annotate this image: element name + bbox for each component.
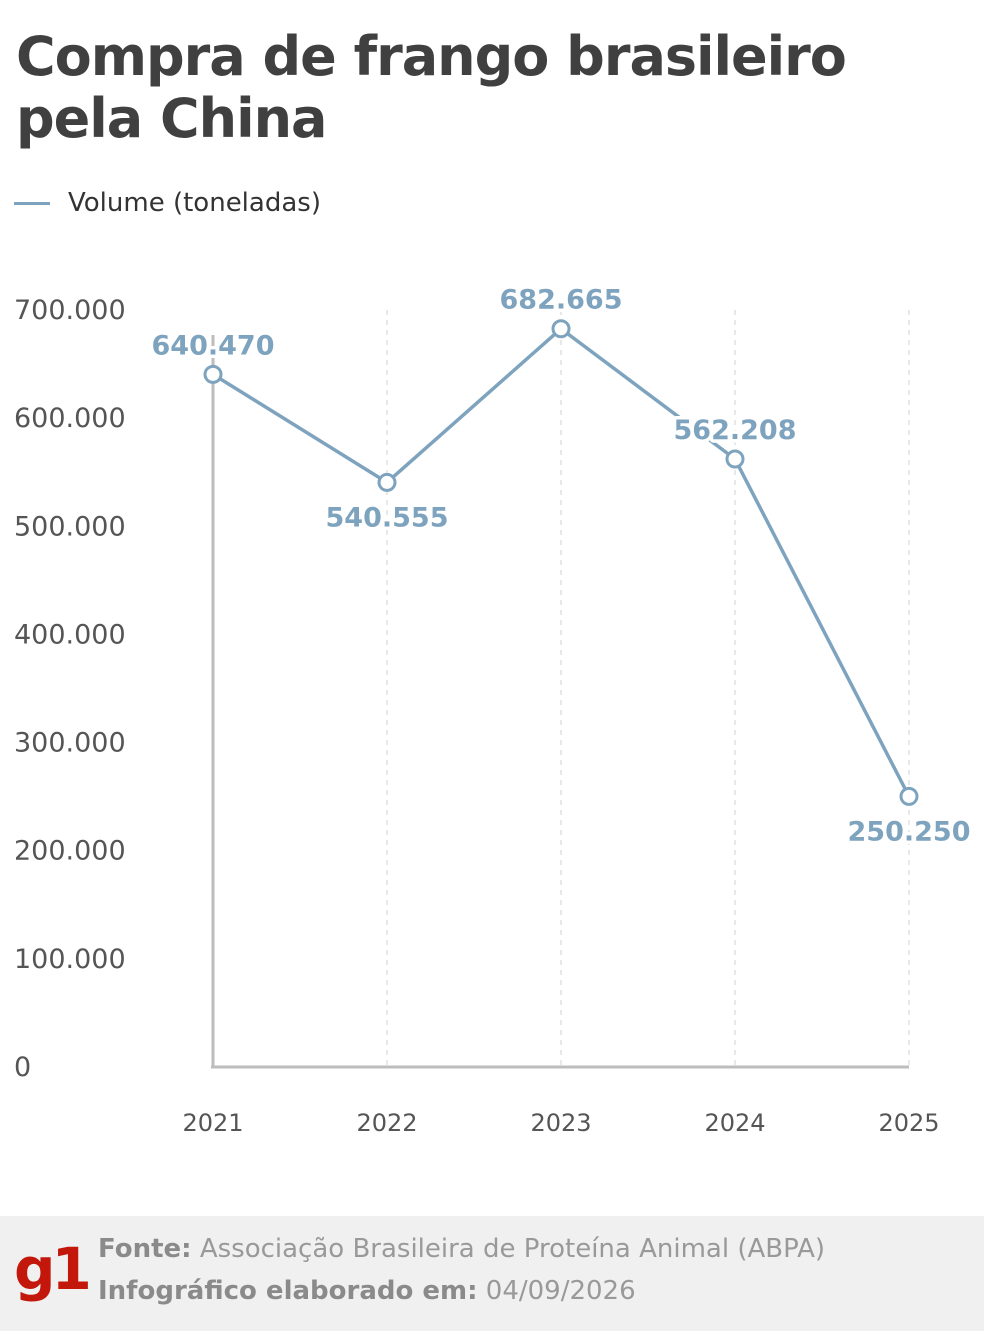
x-tick-label: 2024 bbox=[704, 1109, 765, 1137]
date-line: Infográfico elaborado em: 04/09/2026 bbox=[98, 1276, 636, 1306]
y-tick-label: 500.000 bbox=[14, 511, 126, 542]
data-point bbox=[377, 472, 397, 492]
data-label: 562.208 bbox=[674, 415, 797, 446]
data-label: 682.665 bbox=[500, 285, 623, 316]
y-tick-label: 100.000 bbox=[14, 944, 126, 975]
data-point bbox=[725, 449, 745, 469]
footer: g1 Fonte: Associação Brasileira de Prote… bbox=[0, 1216, 984, 1331]
chart-title: Compra de frango brasileiro pela China bbox=[16, 25, 847, 150]
y-tick-label: 700.000 bbox=[14, 295, 126, 326]
data-point bbox=[899, 786, 919, 806]
date-text: 04/09/2026 bbox=[485, 1276, 636, 1306]
data-point bbox=[203, 364, 223, 384]
y-tick-label: 200.000 bbox=[14, 836, 126, 867]
legend-label: Volume (toneladas) bbox=[68, 188, 321, 218]
x-tick-label: 2025 bbox=[878, 1109, 939, 1137]
data-label: 540.555 bbox=[326, 502, 449, 533]
x-tick-label: 2022 bbox=[356, 1109, 417, 1137]
data-point bbox=[551, 319, 571, 339]
source-label: Fonte: bbox=[98, 1234, 192, 1264]
g1-logo: g1 bbox=[14, 1235, 92, 1303]
source-text: Associação Brasileira de Proteína Animal… bbox=[199, 1234, 826, 1264]
y-tick-label: 600.000 bbox=[14, 403, 126, 434]
x-tick-label: 2023 bbox=[530, 1109, 591, 1137]
data-label: 640.470 bbox=[152, 330, 275, 361]
data-label: 250.250 bbox=[848, 816, 971, 847]
date-label: Infográfico elaborado em: bbox=[98, 1276, 478, 1306]
y-tick-label: 400.000 bbox=[14, 619, 126, 650]
source-line: Fonte: Associação Brasileira de Proteína… bbox=[98, 1234, 825, 1264]
legend: Volume (toneladas) bbox=[14, 186, 321, 220]
y-tick-label: 0 bbox=[14, 1052, 31, 1083]
y-tick-label: 300.000 bbox=[14, 728, 126, 759]
line-chart: 0 100.000 200.000 300.000 400.000 500.000 600.… bbox=[14, 284, 971, 1137]
legend-line-swatch bbox=[14, 201, 50, 205]
x-tick-label: 2021 bbox=[182, 1109, 243, 1137]
